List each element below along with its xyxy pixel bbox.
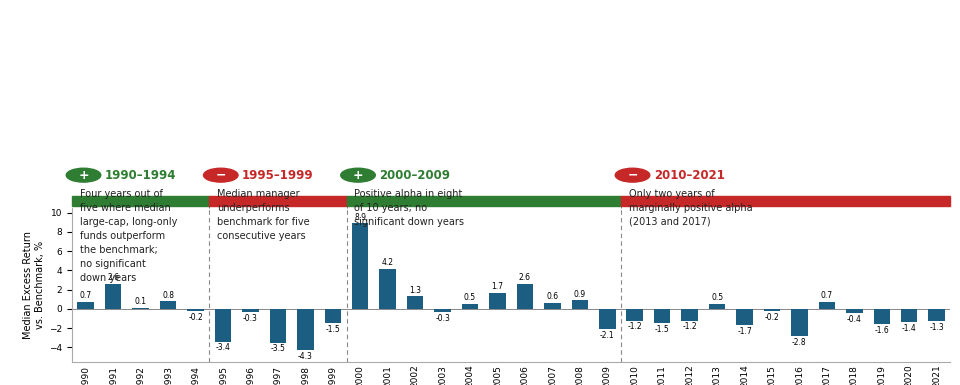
Bar <box>874 309 890 324</box>
Bar <box>708 304 726 309</box>
Text: 2000–2009: 2000–2009 <box>379 169 450 182</box>
Text: -1.3: -1.3 <box>929 323 944 332</box>
Text: Four years out of
five where median
large-cap, long-only
funds outperform
the be: Four years out of five where median larg… <box>80 189 177 283</box>
Bar <box>78 302 94 309</box>
Text: -0.3: -0.3 <box>243 313 258 323</box>
Text: 0.9: 0.9 <box>574 290 586 299</box>
Text: -0.3: -0.3 <box>435 313 450 323</box>
Bar <box>846 309 863 313</box>
Text: 4.2: 4.2 <box>382 258 394 267</box>
Text: 0.7: 0.7 <box>80 291 92 300</box>
Bar <box>379 269 396 309</box>
Bar <box>928 309 945 321</box>
Bar <box>159 301 177 309</box>
Text: Positive alpha in eight
of 10 years; no
significant down years: Positive alpha in eight of 10 years; no … <box>354 189 465 227</box>
Text: -2.1: -2.1 <box>600 331 614 340</box>
Bar <box>187 309 204 311</box>
Bar <box>764 309 780 311</box>
Bar <box>490 293 506 309</box>
Bar <box>627 309 643 320</box>
Text: -0.4: -0.4 <box>847 315 862 323</box>
Bar <box>901 309 918 323</box>
Text: 1.3: 1.3 <box>409 286 421 295</box>
Bar <box>215 309 231 342</box>
Bar <box>599 309 615 329</box>
Text: 0.8: 0.8 <box>162 291 174 300</box>
Bar <box>654 309 670 323</box>
Text: -1.5: -1.5 <box>325 325 340 334</box>
Bar <box>324 309 341 323</box>
Bar <box>571 300 588 309</box>
Bar <box>736 309 753 325</box>
Text: 0.5: 0.5 <box>464 293 476 303</box>
Text: -1.5: -1.5 <box>655 325 669 334</box>
Bar <box>819 302 835 309</box>
Text: -2.8: -2.8 <box>792 338 806 346</box>
Text: -3.4: -3.4 <box>216 343 230 352</box>
Text: 1.7: 1.7 <box>492 282 503 291</box>
Text: +: + <box>78 169 89 182</box>
Text: 1990–1994: 1990–1994 <box>105 169 176 182</box>
Text: -1.2: -1.2 <box>628 322 642 331</box>
Text: Median manager
underperforms
benchmark for five
consecutive years: Median manager underperforms benchmark f… <box>217 189 309 241</box>
Text: -0.2: -0.2 <box>188 313 203 321</box>
Bar <box>407 296 423 309</box>
Y-axis label: Median Excess Return
vs. Benchmark, %: Median Excess Return vs. Benchmark, % <box>23 231 45 339</box>
Text: Only two years of
marginally positive alpha
(2013 and 2017): Only two years of marginally positive al… <box>629 189 753 227</box>
Bar <box>297 309 314 350</box>
Text: 2.6: 2.6 <box>519 273 531 282</box>
Text: -4.3: -4.3 <box>298 352 313 361</box>
Bar <box>270 309 286 343</box>
Bar <box>132 308 149 309</box>
Text: -3.5: -3.5 <box>271 345 285 353</box>
Text: 2010–2021: 2010–2021 <box>654 169 725 182</box>
Text: 0.5: 0.5 <box>711 293 723 303</box>
Bar <box>462 304 478 309</box>
Bar <box>352 223 369 309</box>
Text: 8.9: 8.9 <box>354 213 366 222</box>
Text: -0.2: -0.2 <box>764 313 780 321</box>
Text: 0.1: 0.1 <box>134 297 147 306</box>
Text: -1.7: -1.7 <box>737 327 752 336</box>
Bar <box>544 303 561 309</box>
Text: -1.6: -1.6 <box>875 326 889 335</box>
Text: −: − <box>627 169 637 182</box>
Text: 0.6: 0.6 <box>546 293 559 301</box>
Text: 2.6: 2.6 <box>108 273 119 282</box>
Bar <box>791 309 807 336</box>
Text: 0.7: 0.7 <box>821 291 833 300</box>
Bar <box>242 309 258 312</box>
Text: 1995–1999: 1995–1999 <box>242 169 314 182</box>
Text: -1.2: -1.2 <box>683 322 697 331</box>
Text: −: − <box>215 169 226 182</box>
Bar <box>516 284 533 309</box>
Bar <box>434 309 451 312</box>
Text: +: + <box>352 169 363 182</box>
Bar <box>105 284 121 309</box>
Text: -1.4: -1.4 <box>901 324 917 333</box>
Bar <box>682 309 698 320</box>
